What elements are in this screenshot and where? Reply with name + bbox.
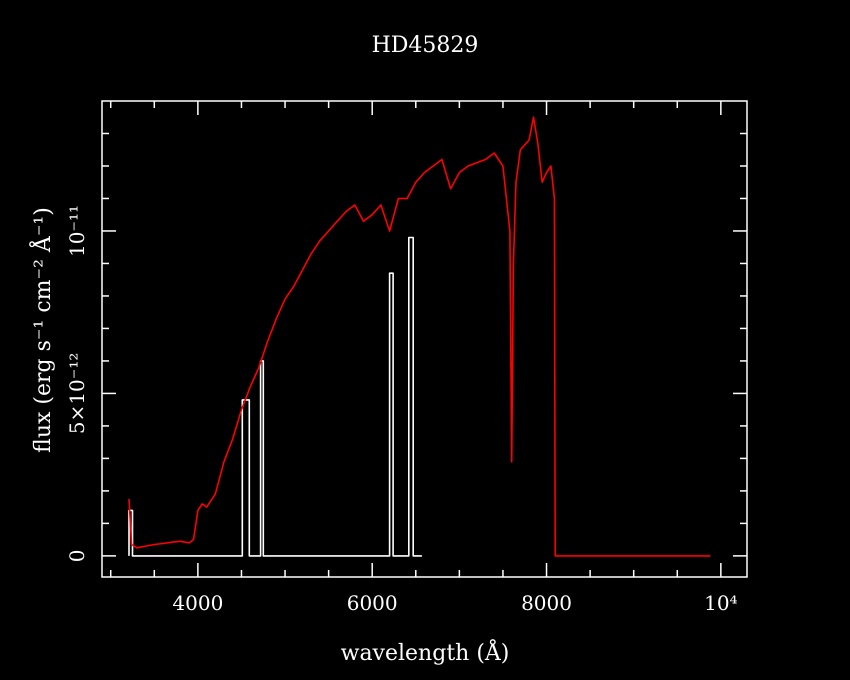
- y-tick-label: 10⁻¹¹: [65, 205, 89, 257]
- y-tick-label: 5×10⁻¹²: [65, 353, 89, 435]
- series-line-1: [128, 236, 422, 557]
- y-axis-label: flux (erg s⁻¹ cm⁻² Å⁻¹): [28, 207, 56, 453]
- x-tick-label: 6000: [347, 591, 398, 615]
- x-axis-label: wavelength (Å): [341, 638, 510, 666]
- series-line-0: [128, 116, 711, 557]
- x-tick-label: 8000: [521, 591, 572, 615]
- x-tick-label: 4000: [172, 591, 223, 615]
- chart-title: HD45829: [372, 33, 479, 58]
- x-tick-label: 10⁴: [704, 591, 737, 615]
- series-layer: [128, 116, 711, 557]
- tick-layer: [102, 101, 747, 577]
- tick-label-layer: 4000 6000 8000 10⁴ 0 5×10⁻¹² 10⁻¹¹: [65, 205, 738, 615]
- plot-frame: [101, 100, 748, 578]
- y-tick-label: 0: [65, 550, 89, 563]
